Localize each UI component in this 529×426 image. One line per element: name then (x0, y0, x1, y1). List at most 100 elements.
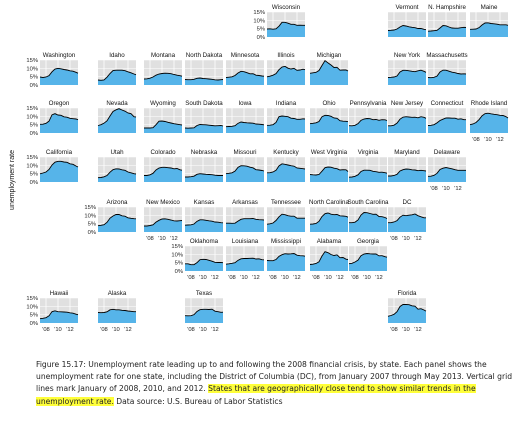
area-virginia (349, 170, 387, 182)
area-illinois (267, 66, 305, 85)
panel-new-mexico: New Mexico '08 '10 '12 (144, 199, 183, 242)
line-hawaii (39, 310, 79, 320)
x-tick-label: '08 (312, 275, 320, 281)
area-tennessee (267, 214, 305, 232)
panel-texas: Texas '08 '10 '12 (184, 290, 224, 333)
panel-label-arkansas: Arkansas (232, 199, 258, 206)
x-tick-label: '12 (375, 275, 383, 281)
panel-montana: Montana (143, 52, 183, 86)
panel-wisconsin: Wisconsin 0% 5% 10% 15% (253, 4, 305, 41)
panel-label-maryland: Maryland (394, 149, 420, 156)
panel-label-virginia: Virginia (358, 149, 379, 156)
panel-wyoming: Wyoming (144, 100, 183, 134)
y-tick-label: 0% (175, 269, 183, 275)
panel-label-new-mexico: New Mexico (146, 199, 180, 206)
panel-label-nebraska: Nebraska (191, 149, 218, 156)
area-nebraska (185, 173, 223, 182)
panel-illinois: Illinois (266, 52, 306, 86)
area-delaware (428, 167, 466, 182)
panel-south-dakota: South Dakota (184, 100, 223, 134)
x-tick-label: '08 (472, 137, 480, 143)
x-tick-label: '12 (252, 275, 260, 281)
panel-arkansas: Arkansas (226, 199, 265, 233)
panel-label-indiana: Indiana (276, 100, 297, 107)
area-colorado (144, 167, 182, 182)
line-north-carolina (309, 212, 349, 225)
area-connecticut (428, 118, 466, 133)
y-tick-label: 5% (30, 75, 38, 81)
line-arizona (97, 214, 137, 227)
y-tick-label: 5% (30, 123, 38, 129)
panel-label-michigan: Michigan (317, 52, 342, 59)
panel-west-virginia: West Virginia (309, 149, 349, 183)
area-kentucky (267, 163, 305, 182)
area-oklahoma (185, 259, 223, 271)
y-tick-label: 15% (26, 155, 38, 161)
area-iowa (226, 122, 264, 133)
panel-massachusetts: Massachusetts (426, 52, 468, 86)
panel-label-oklahoma: Oklahoma (190, 238, 219, 245)
line-virginia (348, 169, 388, 178)
line-florida (387, 304, 427, 317)
line-washington (39, 67, 79, 78)
line-colorado (144, 166, 183, 176)
line-louisiana (225, 257, 265, 265)
panel-missouri: Missouri (225, 149, 265, 183)
area-hawaii (40, 310, 78, 323)
x-tick-label: '12 (336, 275, 344, 281)
line-illinois (266, 65, 306, 78)
line-pennsylvania (348, 118, 388, 127)
panel-n-hampshire: N. Hampshire (427, 4, 467, 38)
panel-oregon: Oregon 0% 5% 10% 15% (26, 100, 79, 137)
y-tick-label: 10% (253, 18, 265, 24)
panel-label-maine: Maine (481, 4, 498, 11)
area-california (40, 161, 78, 182)
y-tick-label: 0% (30, 83, 38, 89)
panel-label-n-hampshire: N. Hampshire (428, 4, 466, 11)
area-kansas (185, 219, 223, 232)
area-montana (144, 73, 182, 85)
panel-label-tennessee: Tennessee (271, 199, 301, 206)
panel-label-wisconsin: Wisconsin (272, 4, 301, 11)
panel-label-rhode-island: Rhode Island (471, 100, 508, 107)
panel-indiana: Indiana (266, 100, 306, 134)
panel-label-texas: Texas (196, 290, 212, 297)
panel-alaska: Alaska '08 '10 '12 (97, 290, 136, 333)
y-tick-label: 0% (30, 180, 38, 186)
line-nebraska (185, 173, 223, 178)
line-n-hampshire (427, 25, 467, 32)
line-kentucky (266, 163, 306, 174)
y-tick-label: 5% (257, 27, 265, 33)
panel-north-carolina: North Carolina (309, 199, 349, 233)
panel-new-york: New York (387, 52, 427, 86)
panel-kansas: Kansas (184, 199, 224, 233)
area-arkansas (226, 218, 264, 232)
x-tick-label: '10 (199, 275, 207, 281)
y-tick-label: 15% (253, 10, 265, 16)
area-new-mexico (144, 218, 182, 232)
x-tick-label: '10 (324, 275, 332, 281)
panel-label-montana: Montana (151, 52, 176, 59)
panel-delaware: Delaware '08 '10 '12 (427, 149, 466, 192)
y-tick-label: 10% (26, 304, 38, 310)
panel-label-dc: DC (403, 199, 412, 206)
panel-label-south-dakota: South Dakota (185, 100, 223, 107)
y-tick-label: 10% (171, 252, 183, 258)
x-tick-label: '08 (228, 275, 236, 281)
line-missouri (225, 165, 265, 175)
panel-maryland: Maryland (388, 149, 427, 183)
x-tick-label: '10 (54, 327, 62, 333)
y-tick-label: 10% (84, 213, 96, 219)
line-indiana (266, 115, 306, 126)
area-maine (470, 22, 508, 37)
panel-california: California 0% 5% 10% 15% (26, 149, 79, 186)
panel-florida: Florida '08 '10 '12 (387, 290, 427, 333)
panel-mississippi: Mississippi '08 '10 '12 (266, 238, 306, 281)
area-new-york (388, 70, 426, 85)
x-tick-label: '10 (281, 275, 289, 281)
area-utah (98, 168, 136, 182)
state-unemployment-small-multiples: unemployment rate Wisconsin 0% 5% 10% 15% Verm… (9, 4, 509, 333)
panel-virginia: Virginia (348, 149, 388, 183)
panel-label-vermont: Vermont (395, 4, 418, 11)
x-tick-label: '10 (402, 327, 410, 333)
